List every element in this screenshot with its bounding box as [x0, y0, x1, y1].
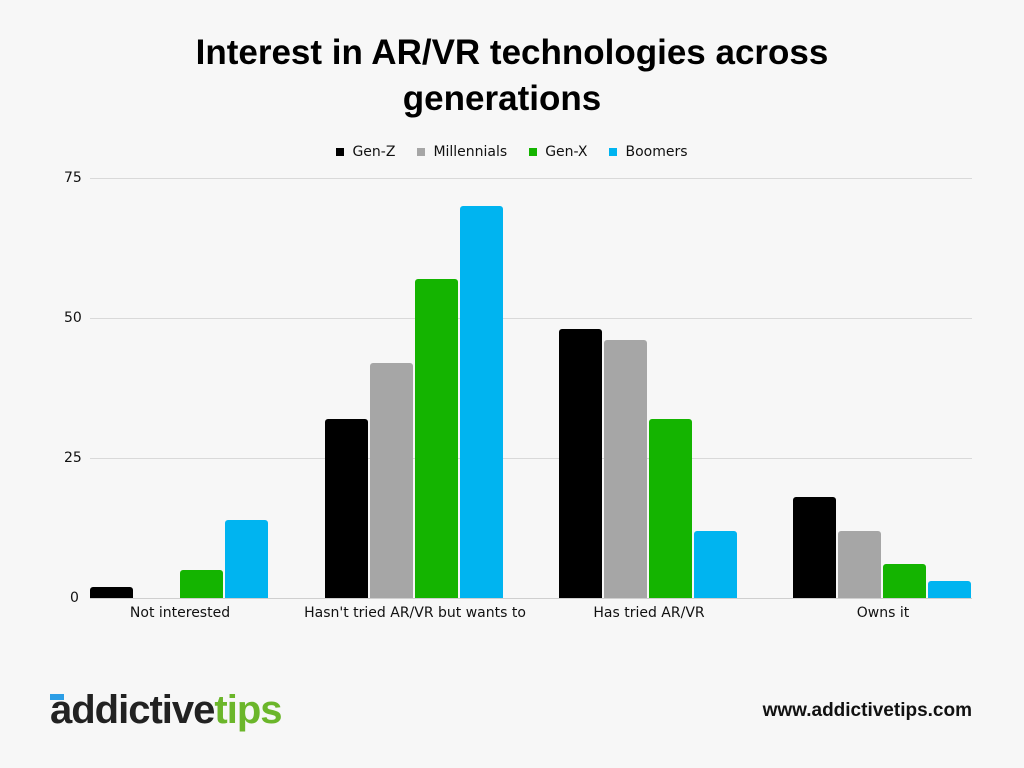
chart-title-line1: Interest in AR/VR technologies across [195, 33, 829, 72]
bar-gen-x [180, 570, 223, 598]
chart-title: Interest in AR/VR technologies across ge… [0, 30, 1024, 122]
chart-title-line2: generations [402, 79, 602, 118]
legend-label: Boomers [625, 144, 688, 160]
bar-boomers [694, 530, 737, 598]
y-tick-75: 75 [64, 170, 82, 186]
gridline [90, 318, 972, 319]
legend-swatch [336, 148, 345, 156]
legend-label: Millennials [433, 144, 508, 160]
legend-swatch [609, 148, 618, 156]
legend-label: Gen-Z [352, 144, 396, 160]
legend: Gen-Z Millennials Gen-X Boomers [0, 144, 1024, 160]
legend-item-boomers: Boomers [609, 144, 688, 160]
plot-area [90, 178, 972, 599]
logo-text-green: tips [214, 688, 282, 732]
y-tick-50: 50 [64, 310, 82, 326]
bar-gen-x [883, 564, 926, 598]
logo-text-dark: addictive [50, 688, 215, 732]
bar-boomers [225, 519, 268, 598]
bar-boomers [928, 581, 971, 598]
bar-millennials [370, 362, 413, 598]
legend-swatch [529, 148, 538, 156]
legend-label: Gen-X [545, 144, 588, 160]
bar-gen-z [559, 329, 602, 598]
x-axis-line [90, 598, 972, 599]
y-tick-25: 25 [64, 450, 82, 466]
legend-item-gen-z: Gen-Z [336, 144, 395, 160]
legend-swatch [417, 148, 426, 156]
legend-item-gen-x: Gen-X [529, 144, 587, 160]
bar-gen-z [325, 418, 368, 598]
x-label-has-tried: Has tried AR/VR [593, 605, 705, 621]
bar-gen-x [649, 418, 692, 598]
bar-gen-x [415, 278, 458, 598]
bar-millennials [838, 530, 881, 598]
bar-gen-z [793, 497, 836, 598]
bar-gen-z [90, 586, 133, 598]
bar-millennials [604, 340, 647, 598]
y-tick-0: 0 [70, 590, 79, 606]
addictivetips-logo: addictivetips [50, 686, 283, 734]
x-label-owns-it: Owns it [856, 605, 910, 621]
x-label-wants-to: Hasn't tried AR/VR but wants to [304, 605, 526, 621]
website-url: www.addictivetips.com [762, 700, 972, 721]
legend-item-millennials: Millennials [417, 144, 507, 160]
x-label-not-interested: Not interested [129, 605, 231, 621]
bar-boomers [460, 206, 503, 598]
gridline [90, 178, 972, 179]
gridline [90, 458, 972, 459]
logo-accent [50, 694, 64, 700]
